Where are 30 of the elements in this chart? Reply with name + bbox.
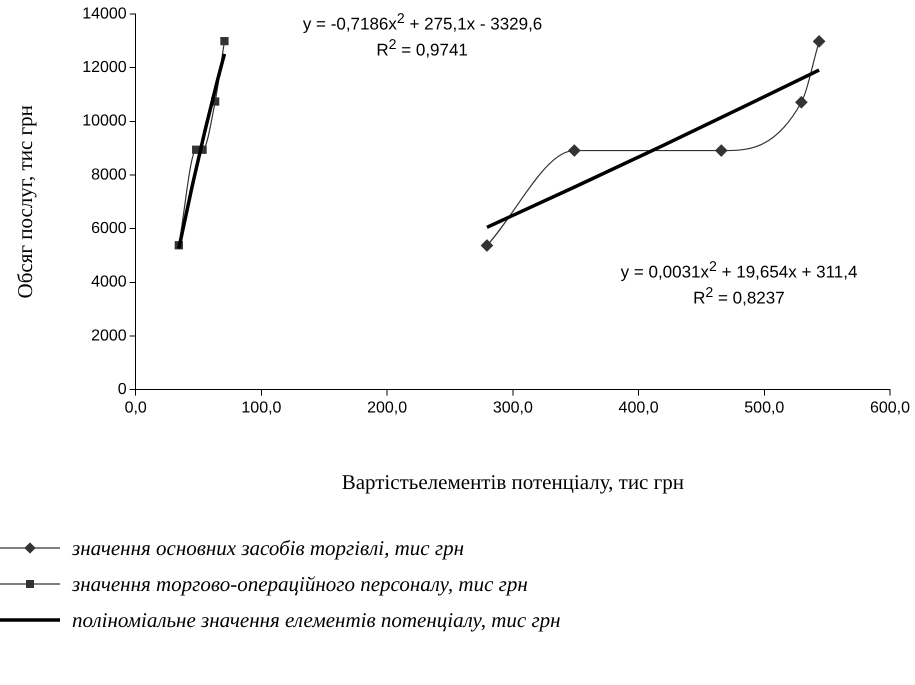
y-tick-label: 10000 <box>82 112 127 130</box>
x-tick-label: 400,0 <box>618 400 659 417</box>
x-axis-title: Вартістьелементів потенціалу, тис грн <box>342 470 684 494</box>
legend-label: значення торгово-операційного персоналу, тис грн <box>72 572 528 596</box>
point <box>795 96 808 108</box>
annotation: R$^{2}$ = 0,9741 <box>376 36 468 62</box>
point <box>715 144 728 157</box>
legend-label: поліноміальне значення елементів потенціалу, тис грн <box>72 608 561 632</box>
x-tick-label: 500,0 <box>744 400 784 417</box>
x-tick-label: 300,0 <box>492 400 533 417</box>
x-tick-label: 100,0 <box>241 400 282 417</box>
annotation: y = 0,0031x$^{2}$ + 19,654x + 311,4 <box>620 258 858 284</box>
x-tick-label: 200,0 <box>367 400 408 417</box>
point <box>480 239 494 252</box>
y-tick-label: 2000 <box>91 327 127 344</box>
y-tick-label: 4000 <box>91 274 127 291</box>
point <box>220 36 229 46</box>
annotation: y = -0,7186x$^{2}$ + 275,1x - 3329,6 <box>302 10 542 36</box>
y-tick-label: 6000 <box>91 220 127 238</box>
point <box>812 35 826 48</box>
y-axis-title: Обсяг послуг, тис грн <box>13 105 38 298</box>
legend-label: значення основних засобів торгівлі, тис грн <box>72 536 464 560</box>
point <box>568 144 580 157</box>
y-tick-label: 8000 <box>91 166 127 184</box>
y-tick-label: 14000 <box>82 5 127 22</box>
annotation: R$^{2}$ = 0,8237 <box>693 284 785 310</box>
x-tick-label: 0,0 <box>124 400 147 417</box>
x-tick-label: 600,0 <box>870 400 910 417</box>
y-tick-label: 0 <box>118 381 127 398</box>
y-tick-label: 12000 <box>82 59 127 76</box>
